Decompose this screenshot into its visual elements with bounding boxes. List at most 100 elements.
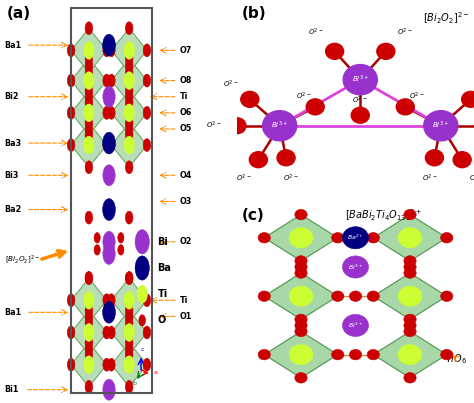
Circle shape	[367, 291, 379, 301]
Circle shape	[85, 380, 92, 393]
Text: Bi: Bi	[157, 237, 168, 247]
Circle shape	[295, 262, 307, 272]
Circle shape	[103, 165, 115, 186]
Circle shape	[67, 326, 75, 339]
Circle shape	[425, 150, 444, 166]
Text: $[BaBi_2Ti_4O_{13}]^{2+}$: $[BaBi_2Ti_4O_{13}]^{2+}$	[346, 208, 422, 223]
Text: $Bi^{3+}$: $Bi^{3+}$	[348, 321, 363, 330]
Circle shape	[404, 320, 416, 330]
Text: (b): (b)	[242, 6, 266, 21]
Polygon shape	[71, 28, 107, 73]
Text: $Bi^{3+}$: $Bi^{3+}$	[432, 120, 449, 131]
Circle shape	[103, 358, 110, 371]
Text: $[Bi_2O_2]^{2-}$: $[Bi_2O_2]^{2-}$	[422, 10, 469, 26]
Circle shape	[103, 243, 115, 264]
Circle shape	[103, 106, 110, 119]
Circle shape	[241, 91, 259, 107]
Circle shape	[83, 136, 94, 154]
Polygon shape	[71, 278, 107, 322]
Circle shape	[398, 228, 422, 248]
Text: $[Bi_2O_2]^{2-}$: $[Bi_2O_2]^{2-}$	[5, 253, 40, 266]
Circle shape	[398, 345, 422, 365]
Circle shape	[85, 59, 92, 72]
Circle shape	[404, 314, 416, 325]
Text: Bi1: Bi1	[5, 385, 19, 394]
Text: (a): (a)	[7, 6, 31, 21]
Circle shape	[295, 268, 307, 278]
Circle shape	[125, 116, 133, 129]
Circle shape	[404, 256, 416, 266]
Circle shape	[83, 72, 94, 89]
Circle shape	[85, 90, 92, 103]
Circle shape	[349, 291, 362, 301]
Polygon shape	[71, 343, 107, 387]
Circle shape	[85, 316, 92, 329]
Circle shape	[85, 22, 92, 35]
Text: $O^{2-}$: $O^{2-}$	[410, 91, 425, 102]
Text: Ba: Ba	[157, 263, 172, 273]
Circle shape	[85, 123, 92, 135]
Text: $O^{2-}$: $O^{2-}$	[206, 120, 221, 131]
Circle shape	[143, 74, 151, 87]
Circle shape	[295, 210, 307, 220]
Circle shape	[441, 349, 453, 360]
Circle shape	[295, 372, 307, 383]
Text: $Bi^{3+}$: $Bi^{3+}$	[352, 74, 369, 85]
Text: $Bi^{3+}$: $Bi^{3+}$	[271, 120, 288, 131]
Circle shape	[125, 211, 133, 224]
Circle shape	[85, 272, 92, 285]
Circle shape	[453, 152, 471, 168]
Circle shape	[295, 326, 307, 337]
Polygon shape	[111, 343, 147, 387]
Circle shape	[258, 291, 270, 301]
Circle shape	[125, 272, 133, 285]
Polygon shape	[111, 58, 147, 103]
Text: O5: O5	[180, 125, 192, 133]
Text: O3: O3	[180, 197, 192, 206]
Circle shape	[295, 256, 307, 266]
Text: Ti: Ti	[157, 289, 168, 299]
Circle shape	[404, 326, 416, 337]
Circle shape	[124, 136, 135, 154]
Circle shape	[289, 286, 313, 306]
Circle shape	[143, 326, 151, 339]
Text: O2: O2	[180, 237, 192, 246]
Polygon shape	[373, 273, 447, 319]
Polygon shape	[373, 215, 447, 261]
Circle shape	[103, 231, 115, 252]
Circle shape	[404, 210, 416, 220]
Circle shape	[118, 245, 124, 255]
Circle shape	[83, 324, 94, 341]
Circle shape	[108, 139, 115, 152]
Circle shape	[258, 349, 270, 360]
Circle shape	[83, 291, 94, 309]
Circle shape	[103, 326, 110, 339]
Circle shape	[102, 34, 116, 56]
Circle shape	[103, 44, 110, 57]
Text: $O^{2-}$: $O^{2-}$	[397, 27, 412, 38]
Circle shape	[125, 52, 133, 65]
Circle shape	[102, 132, 116, 154]
Circle shape	[85, 272, 92, 285]
Circle shape	[103, 379, 115, 400]
Circle shape	[367, 349, 379, 360]
Circle shape	[277, 150, 295, 166]
Circle shape	[342, 226, 369, 249]
Text: $O^{2-}$: $O^{2-}$	[422, 173, 438, 185]
Text: Ba1: Ba1	[5, 308, 22, 317]
Circle shape	[67, 358, 75, 371]
Circle shape	[404, 262, 416, 272]
Circle shape	[83, 42, 94, 59]
Circle shape	[143, 139, 151, 152]
Circle shape	[108, 106, 115, 119]
Circle shape	[332, 291, 344, 301]
Circle shape	[102, 199, 116, 220]
Circle shape	[125, 342, 133, 355]
Text: (c): (c)	[242, 208, 264, 222]
Text: O8: O8	[180, 76, 192, 85]
Text: a: a	[154, 370, 158, 375]
Circle shape	[377, 44, 395, 59]
Circle shape	[143, 44, 151, 57]
Polygon shape	[111, 278, 147, 322]
Circle shape	[342, 314, 369, 337]
